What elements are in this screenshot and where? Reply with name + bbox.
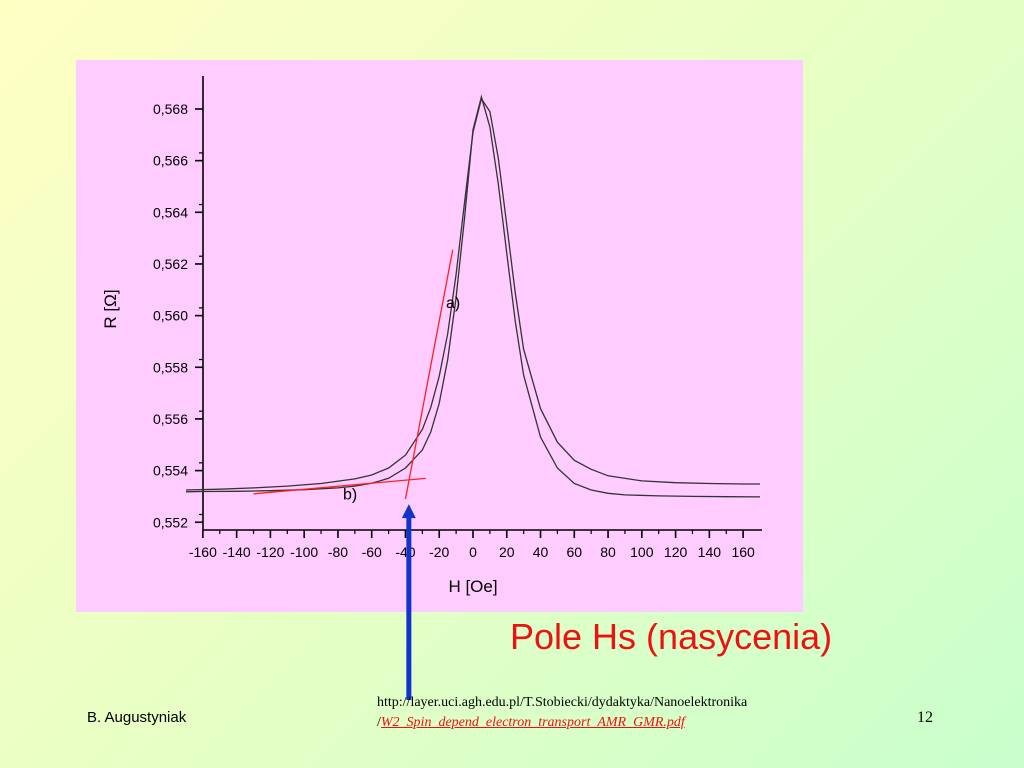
- y-tick-label: 0,558: [153, 359, 188, 375]
- x-tick-label: -80: [328, 544, 348, 560]
- chart-background: [76, 60, 803, 612]
- y-tick-label: 0,556: [153, 411, 188, 427]
- y-tick-label: 0,560: [153, 308, 188, 324]
- source-prefix: /: [377, 715, 381, 730]
- fit-lines: [253, 249, 454, 500]
- axes: [195, 76, 762, 538]
- x-tick-label: 40: [533, 544, 549, 560]
- x-tick-label: -100: [290, 544, 318, 560]
- x-tick-label: -140: [223, 544, 251, 560]
- x-tick-label: 120: [664, 544, 688, 560]
- y-tick-label: 0,554: [153, 463, 188, 479]
- series-line-2: [185, 94, 761, 498]
- annotation-label-1: a): [446, 295, 460, 312]
- x-tick-label: 20: [499, 544, 515, 560]
- series-group: [185, 94, 761, 498]
- arrow: [401, 504, 416, 700]
- x-tick-label: 160: [731, 544, 755, 560]
- x-tick-label: 100: [630, 544, 654, 560]
- y-tick-label: 0,566: [153, 153, 188, 169]
- source-reference[interactable]: http://layer.uci.agh.edu.pl/T.Stobiecki/…: [377, 693, 747, 733]
- x-tick-label: -60: [362, 544, 382, 560]
- y-tick-label: 0,568: [153, 101, 188, 117]
- x-tick-label: -40: [395, 544, 415, 560]
- x-tick-label: -160: [189, 544, 217, 560]
- source-link[interactable]: W2_Spin_depend_electron_transport_AMR_GM…: [380, 715, 685, 730]
- fit-line-2: [253, 477, 426, 495]
- annotation-label-2: b): [343, 487, 357, 504]
- fit-line-1: [404, 249, 454, 500]
- y-tick-label: 0,562: [153, 256, 188, 272]
- x-tick-label: 80: [600, 544, 616, 560]
- x-tick-label: 0: [469, 544, 477, 560]
- author-label: B. Augustyniak: [87, 709, 187, 726]
- chart-panel: 0,552 0,554 0,556 0,558 0,560 0,562 0,564 0,566…: [76, 60, 803, 700]
- x-tick-label: -120: [256, 544, 284, 560]
- x-tick-label: -20: [429, 544, 449, 560]
- y-tick-label: 0,552: [153, 514, 188, 530]
- source-url-line1[interactable]: http://layer.uci.agh.edu.pl/T.Stobiecki/…: [377, 695, 748, 710]
- axis-labels: 0,552 0,554 0,556 0,558 0,560 0,562 0,564 0,566…: [101, 101, 755, 596]
- arrow-head: [401, 504, 416, 519]
- x-tick-label: 60: [567, 544, 583, 560]
- page-number: 12: [917, 709, 933, 726]
- slide-title: Pole Hs (nasycenia): [510, 616, 833, 657]
- y-axis-title: R [Ω]: [101, 289, 120, 328]
- y-tick-label: 0,564: [153, 204, 188, 220]
- x-axis-title: H [Oe]: [448, 577, 497, 596]
- x-tick-label: 140: [698, 544, 722, 560]
